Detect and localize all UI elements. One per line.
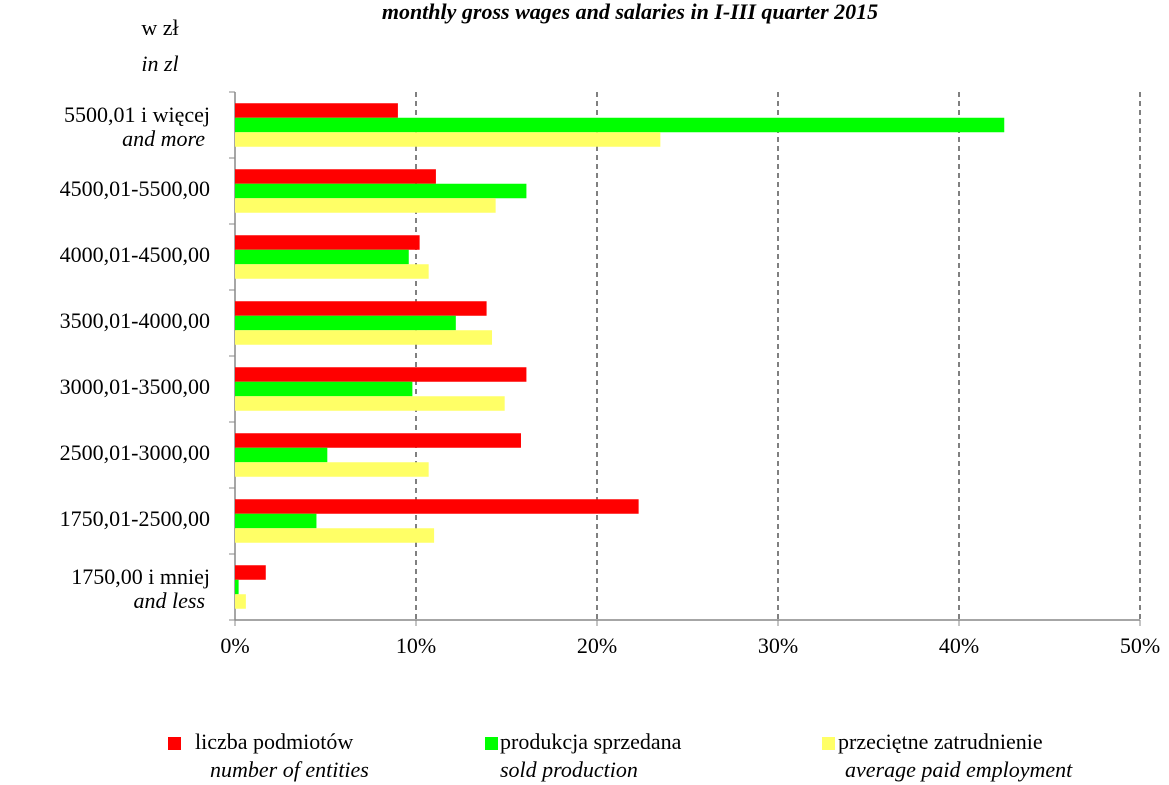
legend-label: przeciętne zatrudnienie	[838, 729, 1043, 754]
bar	[235, 264, 429, 279]
bar	[235, 235, 420, 250]
x-tick-label: 40%	[939, 633, 979, 658]
x-tick-label: 0%	[220, 633, 249, 658]
legend-label-en: average paid employment	[845, 757, 1073, 782]
bar	[235, 499, 639, 514]
bar	[235, 528, 435, 543]
y-tick-label: 2500,01-3000,00	[60, 440, 210, 465]
bar	[235, 579, 239, 595]
y-tick-label: 1750,00 i mniej	[71, 564, 210, 589]
y-tick-label: 3500,01-4000,00	[60, 308, 210, 333]
legend-label: liczba podmiotów	[195, 729, 353, 754]
y-tick-label: 4000,01-4500,00	[60, 242, 210, 267]
legend-swatch	[168, 737, 181, 750]
bar	[235, 301, 487, 316]
bar	[235, 249, 409, 265]
legend-swatch	[822, 737, 835, 750]
y-axis-label-en: in zl	[141, 51, 178, 76]
y-tick-label: 1750,01-2500,00	[60, 506, 210, 531]
y-tick-label: 3000,01-3500,00	[60, 374, 210, 399]
bar	[235, 565, 266, 580]
bar	[235, 462, 429, 477]
bar	[235, 198, 496, 213]
x-tick-label: 30%	[758, 633, 798, 658]
bar	[235, 594, 246, 609]
bar	[235, 183, 527, 199]
bar	[235, 367, 527, 382]
x-tick-label: 10%	[396, 633, 436, 658]
x-tick-label: 50%	[1120, 633, 1160, 658]
legend-swatch	[485, 737, 498, 750]
bar	[235, 132, 661, 147]
bar	[235, 396, 505, 411]
legend-label: produkcja sprzedana	[500, 729, 682, 754]
bar	[235, 513, 317, 529]
bar	[235, 103, 398, 118]
bar	[235, 169, 436, 184]
bar	[235, 315, 456, 331]
bar	[235, 447, 328, 463]
bar	[235, 381, 413, 397]
chart-title: monthly gross wages and salaries in I-II…	[382, 0, 878, 24]
y-tick-label-en: and less	[134, 588, 206, 613]
x-tick-label: 20%	[577, 633, 617, 658]
legend-label-en: sold production	[500, 757, 638, 782]
y-tick-label-en: and more	[122, 126, 205, 151]
bar	[235, 433, 521, 448]
legend-label-en: number of entities	[210, 757, 369, 782]
y-axis-label: w zł	[141, 15, 178, 40]
y-tick-label: 4500,01-5500,00	[60, 176, 210, 201]
y-tick-label: 5500,01 i więcej	[64, 102, 210, 127]
bar	[235, 117, 1005, 133]
bar	[235, 330, 493, 345]
